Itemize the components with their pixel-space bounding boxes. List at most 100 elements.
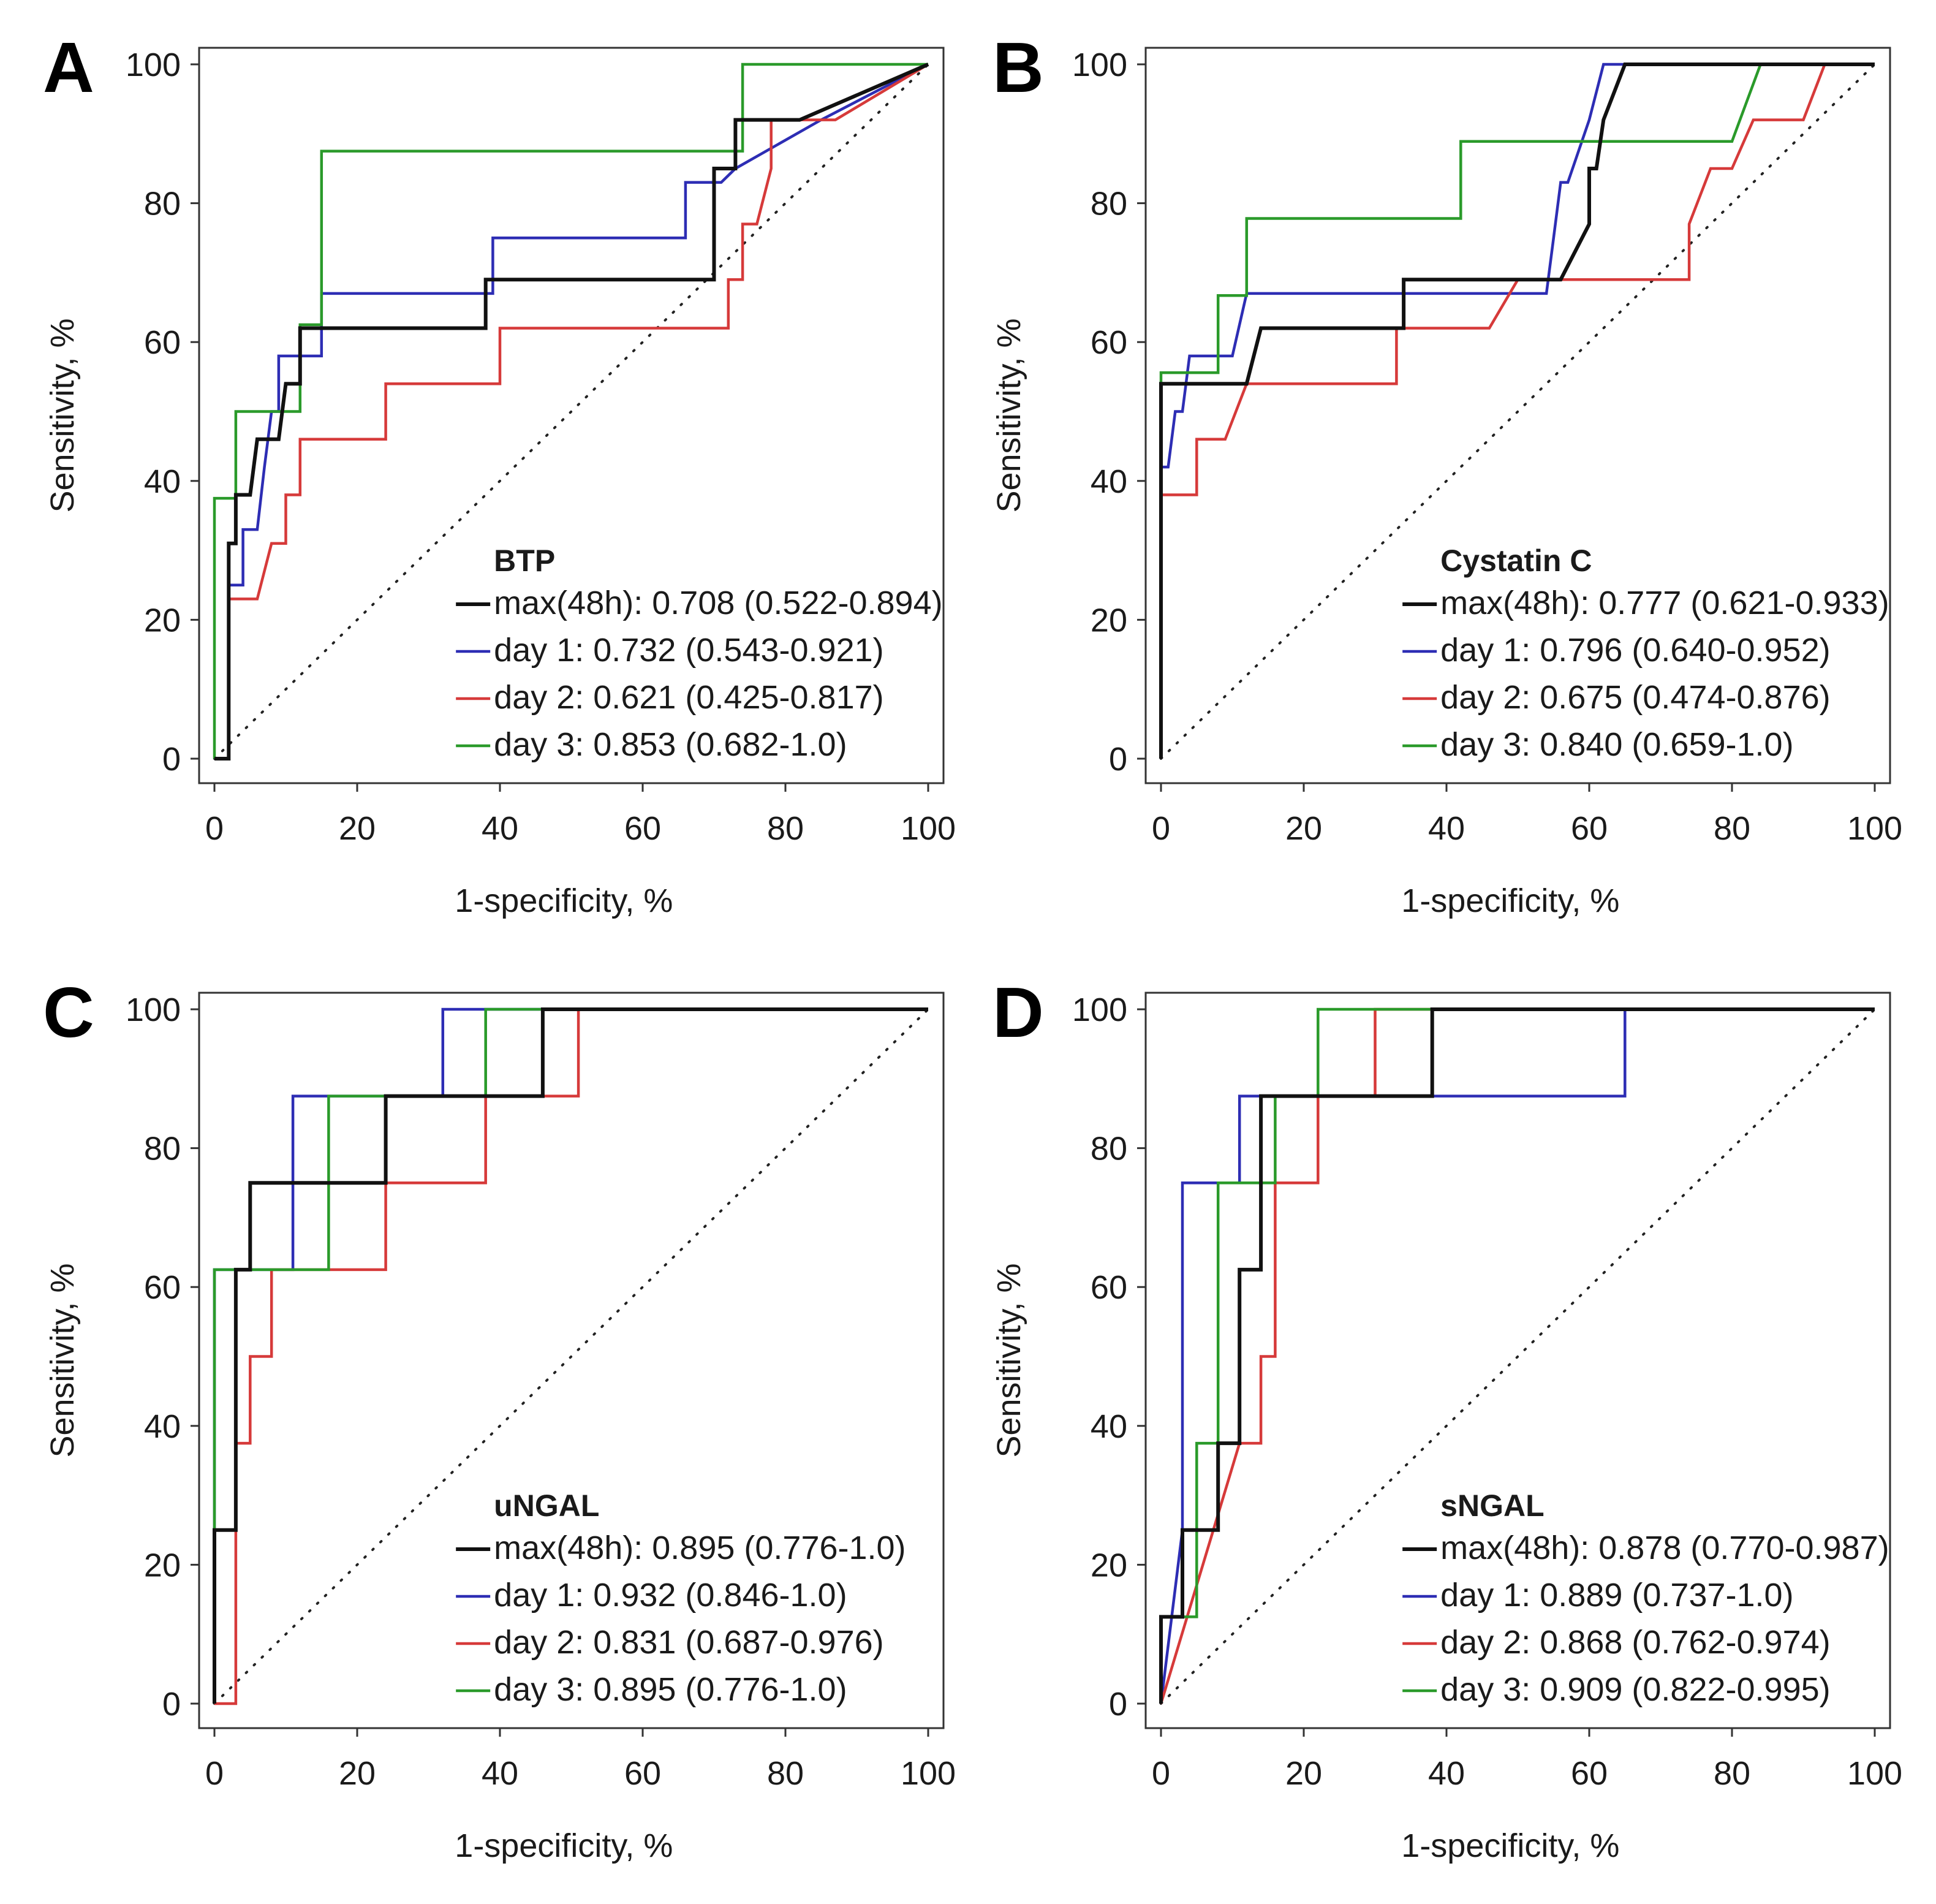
legend-entry-day1: day 1: 0.889 (0.737-1.0)	[1440, 1577, 1793, 1614]
legend-entry-day3: day 3: 0.840 (0.659-1.0)	[1440, 726, 1793, 763]
x-tick-label: 0	[1152, 810, 1170, 847]
legend-entry-day2: day 2: 0.675 (0.474-0.876)	[1440, 679, 1830, 716]
legend-title: BTP	[494, 544, 555, 578]
y-tick-label: 20	[1091, 602, 1127, 639]
y-tick-label: 40	[144, 463, 181, 500]
x-tick-label: 60	[624, 1755, 661, 1792]
roc-curve-day2	[214, 63, 929, 760]
legend-entry-max48h: max(48h): 0.777 (0.621-0.933)	[1440, 585, 1889, 621]
x-tick-label: 20	[339, 1755, 376, 1792]
y-tick-label: 0	[1109, 1686, 1127, 1723]
x-tick-label: 60	[624, 810, 661, 847]
x-tick-label: 60	[1571, 1755, 1608, 1792]
legend-title: Cystatin C	[1440, 544, 1592, 578]
x-axis-title: 1-specificity, %	[455, 1827, 673, 1864]
legend-entry-max48h: max(48h): 0.878 (0.770-0.987)	[1440, 1530, 1889, 1566]
y-tick-label: 100	[126, 47, 181, 83]
legend-entry-day2: day 2: 0.621 (0.425-0.817)	[494, 679, 883, 716]
x-tick-label: 20	[1285, 810, 1322, 847]
roc-curve-max48h	[213, 1007, 928, 1704]
x-tick-label: 0	[205, 810, 224, 847]
x-tick-label: 100	[901, 810, 956, 847]
x-tick-label: 100	[1847, 810, 1902, 847]
x-axis-title: 1-specificity, %	[1401, 1827, 1619, 1864]
roc-panel-d: D 0 20 40 60 80 100 0 20 40 60 80 100 1-specificity, …	[991, 973, 1902, 1864]
y-tick-label: 40	[1091, 1408, 1127, 1445]
legend-entry-day2: day 2: 0.868 (0.762-0.974)	[1440, 1624, 1830, 1661]
y-tick-label: 60	[1091, 324, 1127, 361]
y-tick-label: 80	[1091, 186, 1127, 222]
reference-diagonal-line	[213, 1008, 929, 1705]
y-tick-label: 20	[1091, 1547, 1127, 1584]
x-tick-label: 20	[1285, 1755, 1322, 1792]
x-tick-label: 40	[482, 810, 518, 847]
roc-curve-day3	[213, 63, 928, 759]
legend-entry-max48h: max(48h): 0.895 (0.776-1.0)	[494, 1530, 906, 1566]
x-tick-label: 80	[1714, 1755, 1750, 1792]
roc-curve-day1	[1159, 1007, 1875, 1704]
plot-frame	[198, 47, 945, 784]
roc-panel-b: B 0 20 40 60 80 100 0 20 40 60 80 100 1-specificity, …	[991, 28, 1902, 919]
y-tick-label: 60	[1091, 1269, 1127, 1306]
reference-diagonal-line	[213, 63, 929, 760]
panel-letter: B	[993, 28, 1044, 107]
x-tick-label: 100	[901, 1755, 956, 1792]
panel-letter: D	[993, 973, 1044, 1052]
x-tick-label: 80	[767, 1755, 804, 1792]
legend-title: uNGAL	[494, 1489, 599, 1523]
y-tick-label: 0	[1109, 741, 1127, 778]
roc-panel-a: A 0 20 40 60 80 100 0 20 40 60 80 100 1-specificity, …	[43, 28, 956, 919]
x-tick-label: 40	[1428, 1755, 1465, 1792]
y-tick-label: 60	[144, 1269, 181, 1306]
legend-entry-day3: day 3: 0.895 (0.776-1.0)	[494, 1671, 847, 1708]
y-tick-label: 100	[1072, 47, 1127, 83]
roc-curve-max48h	[214, 63, 929, 760]
y-tick-label: 80	[144, 186, 181, 222]
x-tick-label: 80	[1714, 810, 1750, 847]
x-tick-label: 0	[205, 1755, 224, 1792]
legend-entry-day3: day 3: 0.853 (0.682-1.0)	[494, 726, 847, 763]
y-axis-title: Sensitivity, %	[991, 1263, 1027, 1457]
x-tick-label: 60	[1571, 810, 1608, 847]
y-tick-label: 0	[162, 741, 181, 778]
roc-curve-day3	[1159, 1007, 1875, 1704]
x-tick-label: 40	[1428, 810, 1465, 847]
roc-curve-max48h	[1159, 1007, 1875, 1704]
x-axis-title: 1-specificity, %	[455, 882, 673, 919]
legend-entry-max48h: max(48h): 0.708 (0.522-0.894)	[494, 585, 942, 621]
roc-curve-day3	[213, 1007, 928, 1704]
reference-diagonal-line	[1160, 1008, 1876, 1705]
y-tick-label: 80	[144, 1131, 181, 1167]
roc-curve-max48h	[1159, 63, 1875, 759]
roc-curve-day1	[214, 63, 929, 760]
roc-curve-day3	[1159, 63, 1875, 759]
reference-diagonal-line	[1160, 63, 1876, 760]
x-axis-title: 1-specificity, %	[1401, 882, 1619, 919]
legend-entry-day3: day 3: 0.909 (0.822-0.995)	[1440, 1671, 1830, 1708]
legend-entry-day1: day 1: 0.796 (0.640-0.952)	[1440, 632, 1830, 669]
y-axis-title: Sensitivity, %	[44, 1263, 81, 1457]
y-tick-label: 20	[144, 1547, 181, 1584]
legend-title: sNGAL	[1440, 1489, 1544, 1523]
y-tick-label: 100	[126, 992, 181, 1028]
legend-entry-day1: day 1: 0.732 (0.543-0.921)	[494, 632, 883, 669]
y-axis-title: Sensitivity, %	[991, 318, 1027, 512]
roc-panel-c: C 0 20 40 60 80 100 0 20 40 60 80 100 1-specificity, …	[43, 973, 956, 1864]
legend-entry-day1: day 1: 0.932 (0.846-1.0)	[494, 1577, 847, 1614]
plot-frame	[198, 992, 945, 1729]
y-tick-label: 80	[1091, 1131, 1127, 1167]
panel-letter: C	[43, 973, 94, 1052]
plot-frame	[1144, 992, 1891, 1729]
y-axis-title: Sensitivity, %	[44, 318, 81, 512]
y-tick-label: 60	[144, 324, 181, 361]
x-tick-label: 80	[767, 810, 804, 847]
roc-curve-day2	[1159, 63, 1875, 759]
y-tick-label: 0	[162, 1686, 181, 1723]
x-tick-label: 20	[339, 810, 376, 847]
y-tick-label: 40	[144, 1408, 181, 1445]
panel-letter: A	[43, 28, 94, 107]
x-tick-label: 40	[482, 1755, 518, 1792]
y-tick-label: 100	[1072, 992, 1127, 1028]
legend-entry-day2: day 2: 0.831 (0.687-0.976)	[494, 1624, 883, 1661]
